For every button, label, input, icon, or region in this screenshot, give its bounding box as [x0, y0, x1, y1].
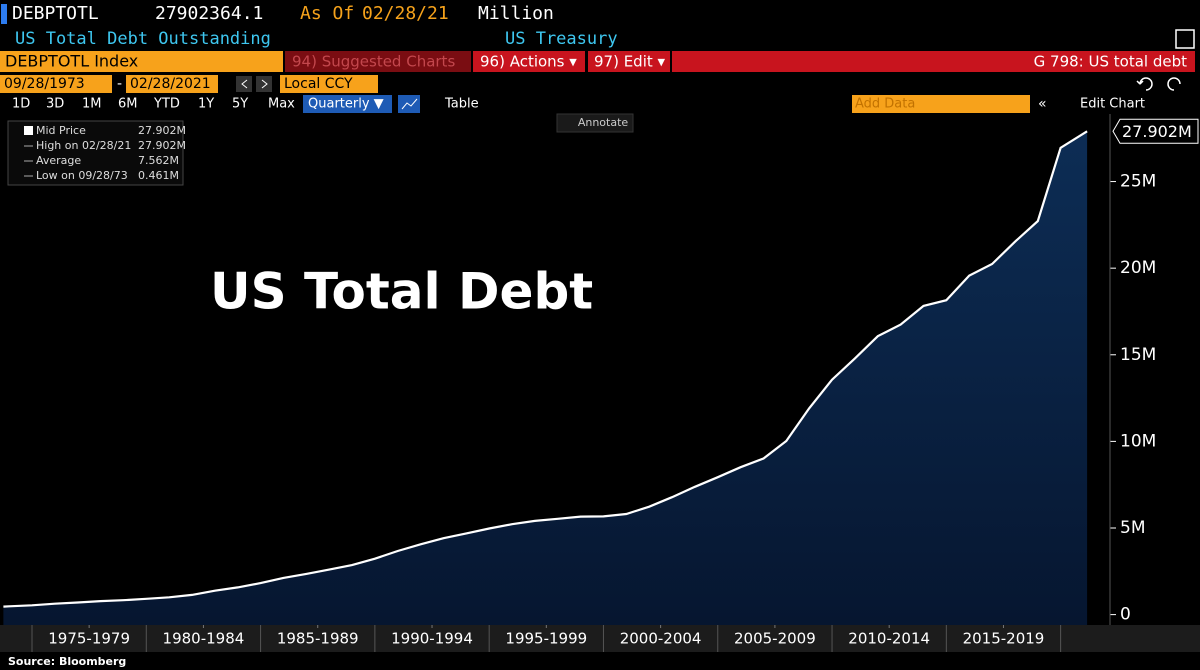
price-tag-box: [1112, 118, 1199, 144]
actions-button[interactable]: [473, 51, 585, 72]
date-sep: -: [117, 76, 122, 92]
suggested-label: 94) Suggested Charts: [292, 53, 455, 71]
y-tick-label: 15M: [1120, 345, 1156, 365]
y-tick-label: 25M: [1120, 172, 1156, 192]
y-tick-label: 5M: [1120, 518, 1145, 538]
table-button[interactable]: Table: [444, 97, 479, 112]
x-axis-bar: [0, 625, 1200, 652]
x-tick-label: 1980-1984: [163, 630, 245, 648]
undo-redo-icons[interactable]: [1136, 77, 1181, 91]
chart-type-icon: [401, 98, 418, 110]
legend-label: Average: [36, 154, 81, 167]
x-tick-label: 1985-1989: [277, 630, 359, 648]
as-of-date: 02/28/21: [362, 3, 449, 24]
ticker: DEBPTOTL: [12, 3, 99, 24]
start-date-box[interactable]: [0, 75, 112, 93]
x-tick-label: 1995-1999: [505, 630, 587, 648]
legend-label: High on 02/28/21: [36, 139, 131, 152]
legend-value: 7.562M: [138, 154, 179, 167]
start-date: 09/28/1973: [4, 76, 85, 92]
range-button[interactable]: 3D: [46, 97, 64, 112]
add-data-box[interactable]: [852, 95, 1030, 113]
frequency: Quarterly ▼: [308, 97, 384, 112]
annotate-label: Annotate: [578, 116, 629, 129]
security: DEBPTOTL Index: [5, 52, 138, 71]
chart-id: G 798: US total debt: [1034, 53, 1187, 71]
legend-label: Mid Price: [36, 124, 86, 137]
legend-swatch: [24, 126, 33, 135]
security-box[interactable]: [0, 51, 283, 72]
range-button[interactable]: 5Y: [232, 97, 248, 112]
footer: Source: Bloomberg: [8, 655, 126, 668]
add-data: Add Data: [855, 97, 915, 112]
suggested-button[interactable]: [285, 51, 471, 72]
annotate-button[interactable]: [556, 113, 634, 133]
x-tick-label: 2010-2014: [848, 630, 930, 648]
x-tick-label: 1975-1979: [48, 630, 130, 648]
range-button[interactable]: 1Y: [198, 97, 214, 112]
range-button[interactable]: YTD: [153, 97, 180, 112]
y-tick-label: 10M: [1120, 431, 1156, 451]
arrow-icons: [241, 79, 268, 89]
prev-button[interactable]: [236, 76, 252, 92]
edit-label: 97) Edit ▾: [594, 53, 666, 71]
next-button[interactable]: [256, 76, 272, 92]
actions-label: 96) Actions ▾: [480, 53, 577, 71]
y-tick-label: 20M: [1120, 258, 1156, 278]
line: [3, 130, 1088, 608]
end-date: 02/28/2021: [130, 76, 211, 92]
as-of: As Of: [300, 3, 354, 24]
x-tick-label: 2005-2009: [734, 630, 816, 648]
currency: Local CCY: [284, 76, 353, 92]
legend-box: [7, 120, 184, 186]
currency-box[interactable]: [280, 75, 378, 93]
last-value: 27902364.1: [155, 3, 263, 24]
chart-id-bar: [672, 51, 1195, 72]
y-tick-label: 0: [1120, 605, 1131, 625]
end-date-box[interactable]: [126, 75, 218, 93]
frequency-button[interactable]: [303, 95, 392, 113]
range-button[interactable]: 1D: [12, 97, 30, 112]
security-name: US Total Debt Outstanding: [15, 29, 271, 49]
range-button[interactable]: 1M: [82, 97, 102, 112]
chart-annotation: US Total Debt: [210, 263, 593, 321]
range-button[interactable]: Max: [268, 97, 295, 112]
legend-value: 0.461M: [138, 169, 179, 182]
x-tick-label: 2015-2019: [963, 630, 1045, 648]
focus-marker: [1, 4, 7, 24]
legend-label: Low on 09/28/73: [36, 169, 128, 182]
popout-icon[interactable]: [1175, 29, 1195, 49]
x-tick-label: 2000-2004: [620, 630, 702, 648]
edit-button[interactable]: [588, 51, 670, 72]
collapse-icon[interactable]: «: [1038, 96, 1047, 112]
legend-value: 27.902M: [138, 124, 186, 137]
edit-chart-button[interactable]: Edit Chart: [1080, 97, 1145, 112]
price-tag: 27.902M: [1122, 122, 1192, 141]
source-name: US Treasury: [505, 29, 618, 49]
legend-value: 27.902M: [138, 139, 186, 152]
area: [3, 131, 1088, 626]
x-tick-label: 1990-1994: [391, 630, 473, 648]
range-button[interactable]: 6M: [118, 97, 138, 112]
unit: Million: [478, 3, 554, 24]
